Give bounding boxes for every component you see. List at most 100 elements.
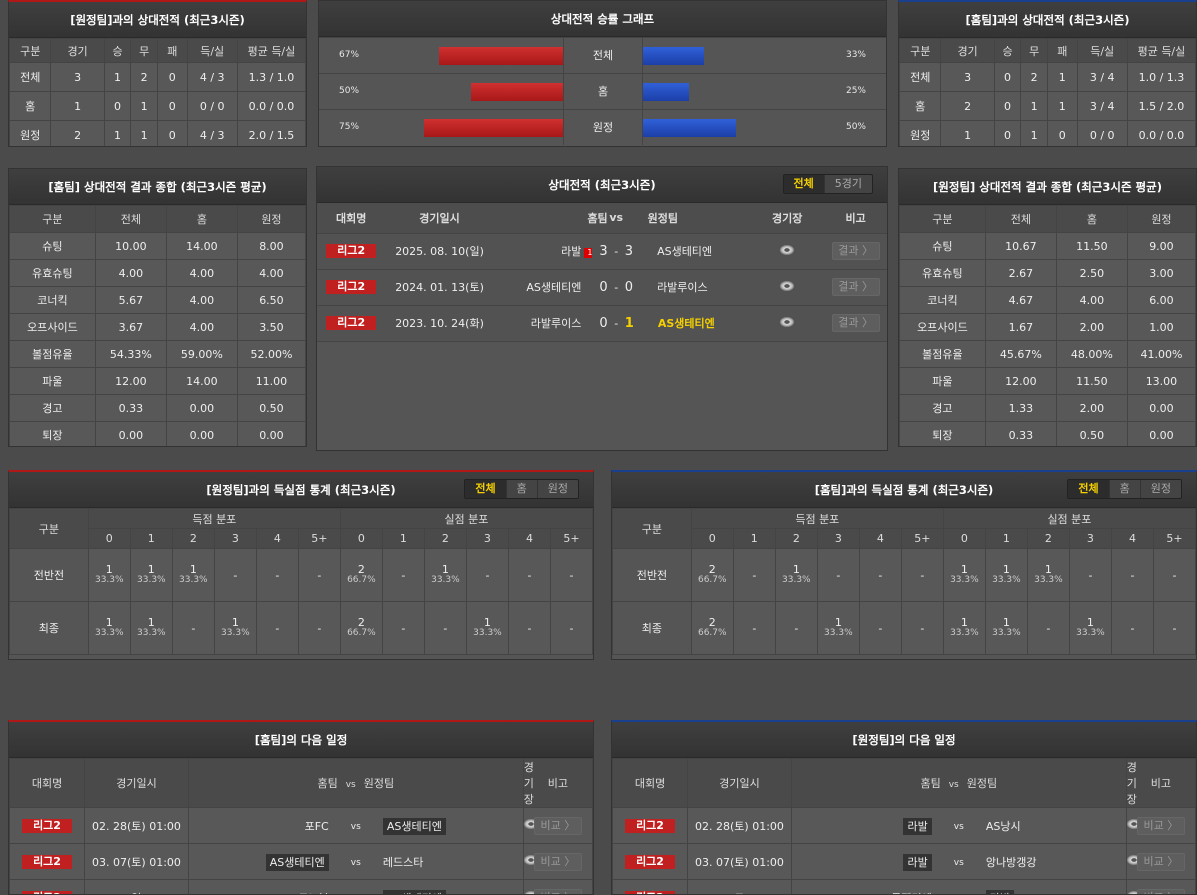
away-team[interactable]: 앙나방갱강	[986, 856, 1037, 869]
stadium-icon[interactable]	[780, 281, 794, 291]
cell: 5.67	[95, 287, 166, 314]
conceded-cell: -	[1111, 549, 1153, 602]
panel-title-text: 상대전적 (최근3시즌)	[548, 178, 655, 192]
column-header: 평균 득/실	[237, 39, 305, 63]
stadium-icon[interactable]	[780, 317, 794, 327]
row-label: 경고	[10, 395, 96, 422]
score-separator: -	[614, 317, 618, 330]
tab-2[interactable]: 원정	[1140, 480, 1181, 498]
home-team[interactable]: 포FC	[305, 820, 329, 833]
cell: 1.00	[1127, 314, 1195, 341]
away-team[interactable]: 라발	[986, 890, 1014, 895]
home-team[interactable]: 라발	[903, 854, 931, 871]
column-header: 패	[157, 39, 187, 63]
panel-title: [원정팀] 상대전적 결과 종합 (최근3시즌 평균)	[899, 169, 1196, 205]
column-header: 승	[104, 39, 131, 63]
compare-button[interactable]: 비교 〉	[1137, 853, 1185, 871]
away-rate-label: 25%	[846, 86, 866, 96]
cell: 0.00	[166, 422, 237, 448]
count: 1	[818, 617, 859, 628]
away-next-schedule-panel: [원정팀]의 다음 일정대회명경기일시홈팀vs원정팀경기장비고리그202. 28…	[611, 720, 1197, 895]
row-label: 오프사이드	[900, 314, 986, 341]
col-date: 경기일시	[85, 759, 189, 808]
compare-button[interactable]: 비교 〉	[534, 853, 582, 871]
bucket-header: 0	[691, 529, 733, 549]
row-label: 홈	[10, 92, 51, 121]
result-button[interactable]: 결과 〉	[832, 242, 880, 260]
count: -	[902, 570, 943, 581]
row-label: 전반전	[613, 549, 692, 602]
tab-0[interactable]: 전체	[784, 175, 824, 193]
away-team[interactable]: AS낭시	[986, 820, 1021, 833]
compare-button[interactable]: 비교 〉	[534, 817, 582, 835]
away-team[interactable]: AS생테티엔	[383, 818, 446, 835]
column-header: 패	[1047, 39, 1077, 63]
cell: 59.00%	[166, 341, 237, 368]
scored-cell: -	[901, 549, 943, 602]
conceded-header: 실점 분포	[943, 509, 1195, 529]
home-team[interactable]: AS생테티엔	[526, 281, 581, 294]
count: 1	[89, 617, 130, 628]
away-team[interactable]: 레드스타	[383, 856, 423, 869]
stadium-icon[interactable]	[780, 245, 794, 255]
scored-cell: -	[172, 602, 214, 655]
home-team[interactable]: 라발	[903, 818, 931, 835]
percent: 33.3%	[89, 575, 130, 586]
compare-button[interactable]: 비교 〉	[1137, 817, 1185, 835]
away-team[interactable]: AS생테티엔	[658, 317, 715, 330]
tab-1[interactable]: 홈	[506, 480, 537, 498]
percent: 66.7%	[692, 575, 733, 586]
away-team[interactable]: AS생테티엔	[657, 245, 712, 258]
away-score: 0	[625, 280, 633, 295]
cell: 1	[104, 63, 131, 92]
tab-2[interactable]: 원정	[537, 480, 578, 498]
row-label: 슈팅	[900, 233, 986, 260]
count: -	[257, 570, 298, 581]
tab-0[interactable]: 전체	[465, 480, 505, 498]
tab-0[interactable]: 전체	[1068, 480, 1108, 498]
tab-1[interactable]: 5경기	[824, 175, 872, 193]
result-button[interactable]: 결과 〉	[832, 314, 880, 332]
count: 1	[89, 564, 130, 575]
home-team[interactable]: 라발	[561, 245, 581, 258]
home-team[interactable]: AS생테티엔	[266, 854, 329, 871]
away-team[interactable]: AS생테티엔	[383, 890, 446, 895]
home-team[interactable]: 그르노블	[288, 892, 328, 895]
bucket-header: 4	[1111, 529, 1153, 549]
cell: 2.67	[985, 260, 1056, 287]
league-badge: 리그2	[326, 316, 376, 330]
col-away-text: 원정팀	[648, 212, 678, 225]
row-label: 유효슈팅	[900, 260, 986, 287]
col-home-text: 홈팀	[587, 212, 607, 225]
match-date: 2024. 01. 13(토)	[385, 269, 493, 305]
cell: 4.00	[1056, 287, 1127, 314]
bucket-header: 2	[775, 529, 817, 549]
scored-cell: -	[298, 549, 340, 602]
col-away-text: 원정팀	[364, 777, 394, 790]
tab-1[interactable]: 홈	[1109, 480, 1140, 498]
panel-title-text: [홈팀]의 다음 일정	[255, 733, 348, 747]
home-team[interactable]: 몽펠리에	[891, 892, 931, 895]
cell: 1	[131, 92, 158, 121]
result-button[interactable]: 결과 〉	[832, 278, 880, 296]
away-team[interactable]: 라발루이스	[657, 281, 708, 294]
conceded-cell: -	[382, 602, 424, 655]
home-team[interactable]: 라발루이스	[531, 317, 582, 330]
